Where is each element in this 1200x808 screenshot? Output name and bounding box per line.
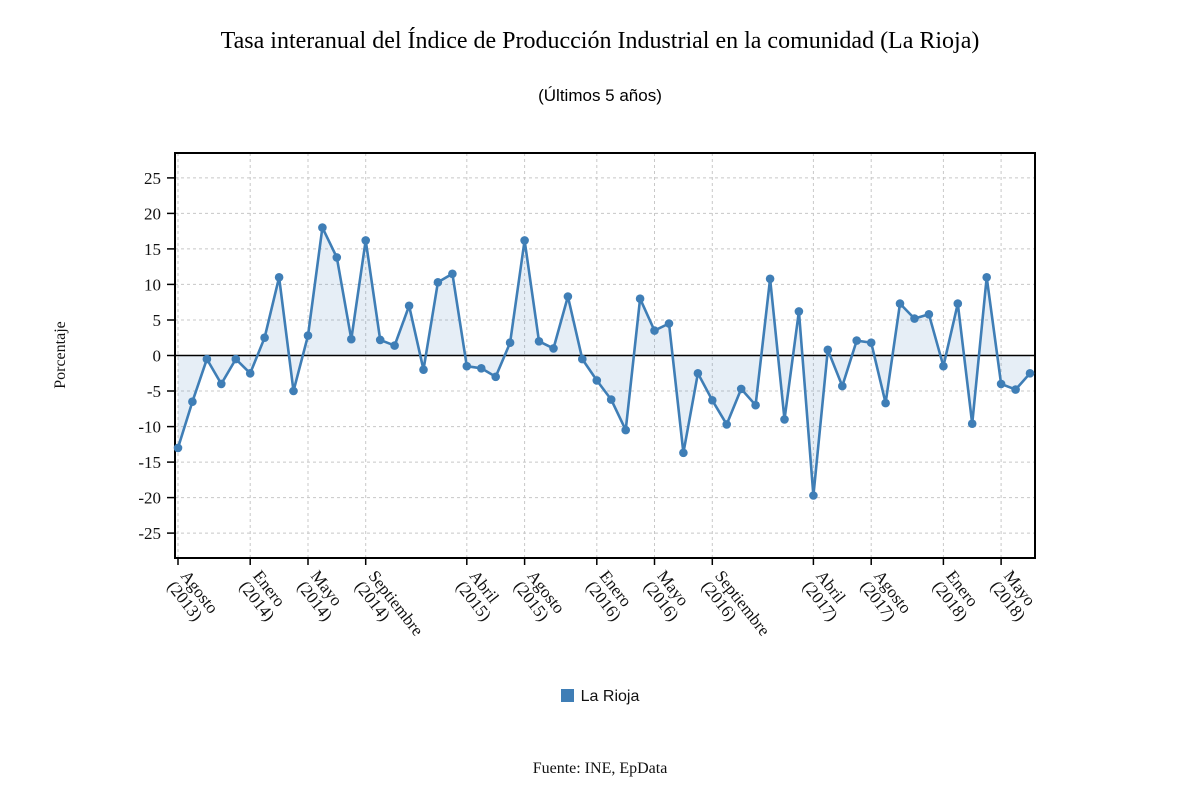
data-point-marker: [404, 301, 414, 311]
x-tick-label: Enero(2016): [582, 567, 638, 625]
x-tick-label: Enero(2018): [929, 567, 985, 625]
y-tick-label: 20: [144, 204, 161, 223]
data-point-marker: [895, 299, 905, 308]
y-tick-label: -25: [138, 524, 161, 543]
data-point-marker: [1011, 385, 1020, 394]
data-point-marker: [563, 292, 573, 301]
data-point-marker: [635, 294, 645, 303]
data-point-marker: [188, 397, 197, 407]
y-tick-label: -20: [138, 489, 161, 508]
x-tick-label: Mayo(2018): [987, 567, 1043, 625]
y-tick-label: 10: [144, 275, 161, 294]
data-point-marker: [838, 381, 847, 391]
x-tick-label: Agosto(2015): [510, 567, 569, 628]
data-point-marker: [866, 338, 876, 347]
y-tick-label: 0: [153, 347, 162, 366]
data-point-marker: [953, 299, 963, 308]
data-point-marker: [606, 395, 616, 404]
y-tick-label: -5: [147, 382, 161, 401]
data-point-marker: [780, 415, 789, 424]
data-point-marker: [881, 398, 890, 408]
data-point-marker: [664, 319, 674, 328]
data-point-marker: [708, 396, 717, 405]
y-tick-label: 5: [153, 311, 162, 330]
x-tick-label: Agosto(2013): [163, 567, 222, 628]
data-point-marker: [592, 376, 602, 385]
data-point-marker: [578, 354, 587, 364]
x-tick-label: Mayo(2014): [293, 567, 349, 625]
data-point-marker: [910, 314, 919, 323]
data-point-marker: [231, 354, 241, 364]
x-tick-label: Mayo(2016): [640, 567, 696, 625]
data-point-marker: [390, 341, 399, 350]
x-tick-label: Septiembre(2016): [698, 567, 774, 650]
data-point-marker: [289, 386, 298, 396]
data-point-marker: [217, 379, 226, 389]
data-point-marker: [491, 372, 501, 382]
data-point-marker: [924, 310, 934, 319]
data-point-marker: [693, 369, 703, 378]
data-point-marker: [274, 273, 284, 282]
legend-label: La Rioja: [580, 688, 640, 705]
series-line: [176, 226, 1031, 497]
data-point-marker: [982, 273, 991, 282]
data-point-marker: [361, 236, 371, 245]
data-point-marker: [303, 331, 313, 340]
data-point-marker: [505, 338, 515, 347]
data-point-marker: [332, 253, 342, 262]
data-point-marker: [477, 364, 486, 373]
legend: La Rioja: [0, 688, 1200, 706]
chart-subtitle: (Últimos 5 años): [538, 86, 662, 105]
data-point-marker: [260, 333, 269, 342]
data-point-marker: [448, 269, 457, 279]
data-point-marker: [549, 344, 558, 353]
x-tick-label: Septiembre(2014): [351, 567, 427, 650]
data-point-marker: [736, 384, 746, 394]
data-point-marker: [823, 345, 833, 355]
data-point-marker: [419, 365, 428, 374]
data-point-marker: [722, 420, 731, 429]
data-point-marker: [462, 361, 472, 371]
data-point-marker: [520, 236, 529, 245]
data-point-marker: [765, 274, 775, 284]
legend-swatch-icon: [560, 689, 574, 702]
data-point-marker: [996, 379, 1006, 389]
data-point-marker: [852, 336, 861, 345]
source-text: Fuente: INE, EpData: [532, 760, 668, 777]
data-point-marker: [318, 223, 327, 232]
data-point-marker: [433, 278, 443, 287]
data-point-marker: [751, 400, 760, 410]
y-tick-label: 15: [144, 240, 161, 259]
data-point-marker: [650, 326, 659, 335]
data-point-marker: [245, 369, 255, 378]
data-point-marker: [809, 491, 818, 500]
y-tick-label: -10: [138, 418, 161, 437]
y-tick-label: 25: [144, 169, 161, 188]
x-tick-label: Agosto(2017): [857, 567, 916, 628]
chart-title: Tasa interanual del Índice de Producción…: [220, 28, 980, 54]
y-tick-label: -15: [138, 453, 161, 472]
data-point-marker: [679, 448, 688, 458]
data-point-marker: [621, 425, 630, 435]
data-point-marker: [794, 307, 804, 316]
data-point-marker: [173, 443, 183, 453]
x-tick-label: Abril(2017): [799, 567, 855, 625]
data-point-marker: [347, 334, 356, 344]
series-area: [178, 227, 1030, 496]
data-point-marker: [939, 361, 948, 371]
data-point-marker: [534, 337, 544, 346]
data-point-marker: [1025, 369, 1035, 378]
x-tick-label: Abril(2015): [452, 567, 508, 625]
x-tick-label: Enero(2014): [236, 567, 292, 625]
data-point-marker: [967, 419, 977, 429]
data-point-marker: [375, 335, 385, 345]
data-point-marker: [202, 354, 212, 364]
